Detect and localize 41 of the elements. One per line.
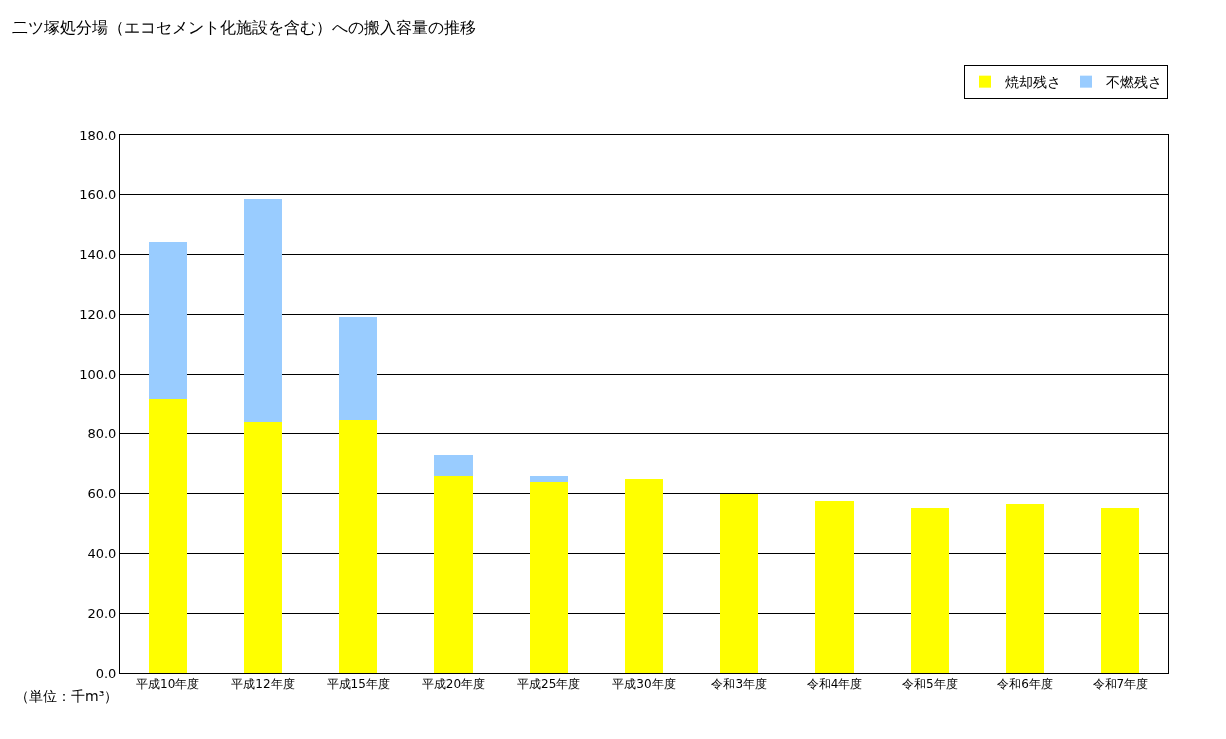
text: （単位：千m³） bbox=[15, 688, 119, 704]
y-tick-label: 100.0 bbox=[79, 366, 117, 382]
bar bbox=[434, 475, 473, 673]
x-tick-label: 令和6年度 bbox=[997, 677, 1053, 692]
y-tick-label: 140.0 bbox=[79, 247, 117, 263]
bar bbox=[529, 481, 568, 673]
chart-title: 二ツ塚処分場（エコセメント化施設を含む）への搬入容量の推移 bbox=[12, 18, 477, 38]
bar bbox=[243, 421, 282, 673]
bar bbox=[243, 198, 282, 422]
legend-label: 焼却残さ bbox=[1005, 74, 1061, 91]
x-tick-label: 平成25年度 bbox=[517, 677, 581, 692]
bar bbox=[148, 241, 187, 399]
bar bbox=[910, 507, 949, 673]
legend-label: 不燃残さ bbox=[1106, 74, 1162, 91]
bar bbox=[339, 317, 378, 420]
bar bbox=[1006, 503, 1045, 673]
x-tick-label: 令和3年度 bbox=[711, 677, 768, 692]
bar bbox=[720, 493, 759, 673]
y-tick-label: 20.0 bbox=[87, 605, 117, 621]
x-tick-label: 平成20年度 bbox=[421, 677, 486, 692]
x-tick-label: 平成15年度 bbox=[326, 677, 390, 692]
x-tick-label: 平成12年度 bbox=[231, 677, 295, 692]
bar bbox=[434, 454, 473, 476]
y-tick-label: 180.0 bbox=[79, 127, 117, 143]
x-tick-label: 令和4年度 bbox=[806, 677, 863, 692]
x-tick-label: 平成30年度 bbox=[612, 677, 676, 692]
y-tick-label: 60.0 bbox=[87, 486, 117, 502]
bar bbox=[339, 419, 378, 673]
y-tick-label: 120.0 bbox=[79, 306, 117, 322]
x-tick-label: 平成10年度 bbox=[136, 677, 200, 692]
y-tick-label: 80.0 bbox=[87, 426, 117, 442]
bar bbox=[148, 398, 187, 673]
y-tick-label: 160.0 bbox=[79, 187, 117, 203]
bar bbox=[529, 475, 568, 482]
y-tick-label: 40.0 bbox=[87, 545, 117, 561]
bar bbox=[815, 500, 854, 673]
x-tick-label: 令和5年度 bbox=[902, 677, 958, 692]
y-tick-label: 0.0 bbox=[95, 665, 117, 681]
bar bbox=[1101, 507, 1140, 673]
bar bbox=[624, 478, 664, 673]
x-tick-label: 令和7年度 bbox=[1092, 677, 1149, 692]
